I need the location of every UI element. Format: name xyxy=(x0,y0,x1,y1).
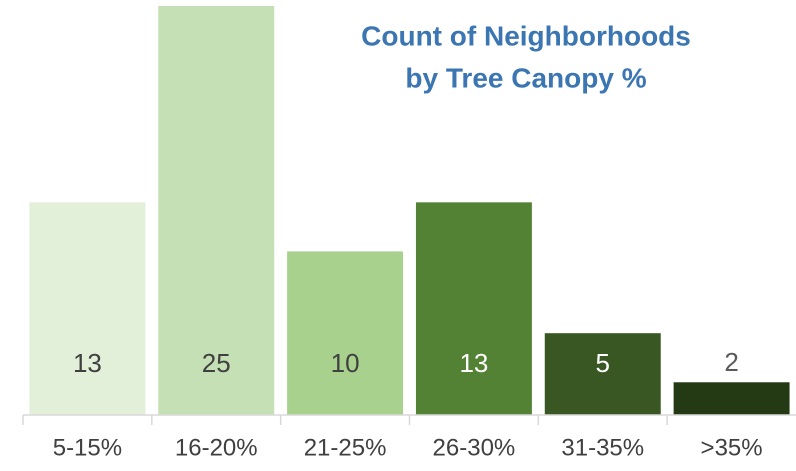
data-label: 10 xyxy=(331,348,360,378)
data-label: 2 xyxy=(724,347,738,377)
bar xyxy=(287,251,404,415)
bar xyxy=(158,6,275,415)
x-tick-label: 26-30% xyxy=(433,434,516,461)
bar xyxy=(29,202,146,415)
x-tick-label: 21-25% xyxy=(304,434,387,461)
chart-title: by Tree Canopy % xyxy=(405,62,646,93)
chart-title: Count of Neighborhoods xyxy=(361,20,691,51)
bar xyxy=(415,202,532,415)
data-label: 13 xyxy=(459,348,488,378)
x-tick-label: 5-15% xyxy=(53,434,122,461)
data-label: 13 xyxy=(73,348,102,378)
x-tick-label: >35% xyxy=(701,434,763,461)
bar xyxy=(673,382,790,415)
data-label: 25 xyxy=(202,348,231,378)
data-label: 5 xyxy=(596,348,610,378)
x-tick-label: 31-35% xyxy=(561,434,644,461)
bar xyxy=(544,333,661,415)
x-tick-label: 16-20% xyxy=(175,434,258,461)
